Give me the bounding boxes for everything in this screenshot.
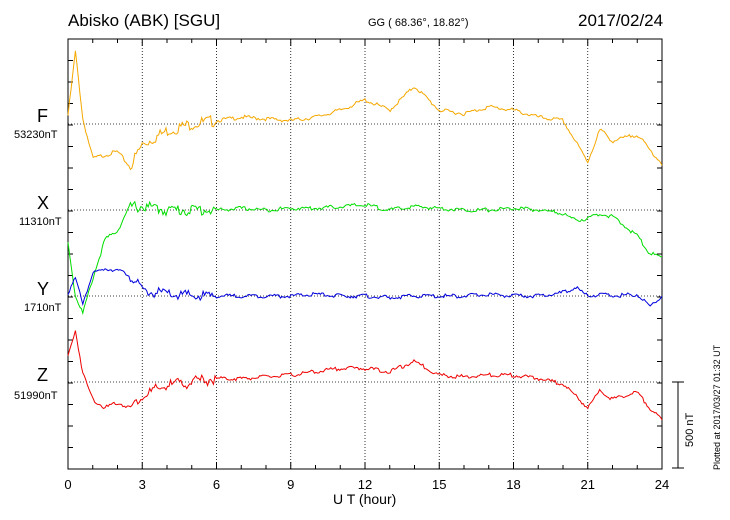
x-tick-label: 0 [64, 477, 71, 492]
component-label-f: F [37, 106, 48, 126]
plot-frame [67, 38, 663, 470]
grid-lines [68, 39, 662, 469]
component-label-y: Y [37, 279, 50, 299]
component-label-z: Z [37, 365, 48, 385]
baseline-label-f: 53230nT [14, 129, 58, 141]
component-label-x: X [37, 193, 50, 213]
x-axis-label: U T (hour) [333, 491, 397, 507]
baseline-label-z: 51990nT [14, 390, 58, 402]
plotted-timestamp: Plotted at 2017/03/27 01:32 UT [712, 344, 722, 470]
x-tick-label: 12 [358, 477, 372, 492]
series-line-f [67, 50, 663, 171]
baseline-label-x: 11310nT [19, 216, 62, 228]
x-tick-label: 6 [213, 477, 220, 492]
x-tick-label: 3 [139, 477, 146, 492]
scale-bar-label: 500 nT [684, 412, 696, 447]
x-tick-label: 18 [506, 477, 520, 492]
series-line-z [67, 330, 663, 421]
baseline-label-y: 1710nT [24, 302, 62, 314]
x-tick-label: 15 [432, 477, 446, 492]
data-series [67, 50, 663, 421]
series-line-y [67, 268, 663, 307]
station-title: Abisko (ABK) [SGU] [68, 11, 221, 30]
x-tick-label: 21 [581, 477, 595, 492]
x-tick-labels: 0 3 6 9 12 15 18 21 24 [64, 477, 669, 492]
date-label: 2017/02/24 [578, 11, 664, 30]
scale-bar [672, 381, 684, 469]
series-line-x [67, 200, 663, 316]
x-tick-label: 9 [287, 477, 294, 492]
x-tick-label: 24 [655, 477, 669, 492]
geographic-coordinates: GG ( 68.36°, 18.82°) [368, 17, 469, 29]
axis-ticks [67, 39, 663, 469]
